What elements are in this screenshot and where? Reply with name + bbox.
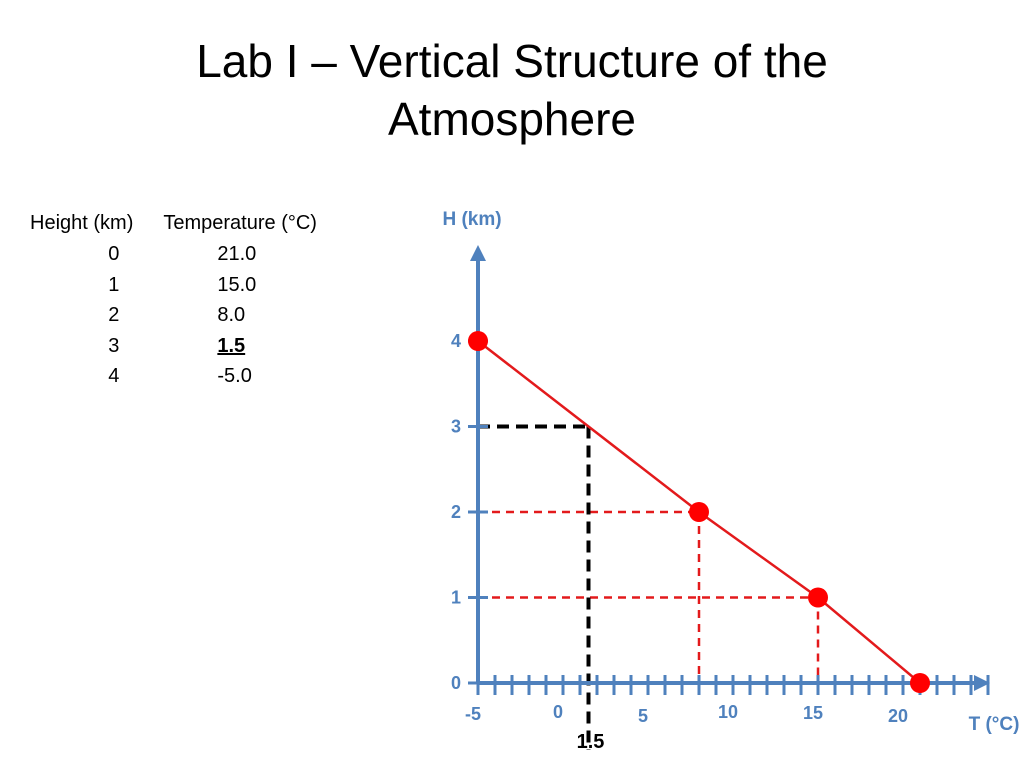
table-cell-temperature: 21.0	[217, 243, 257, 265]
y-tick-label: 3	[451, 417, 461, 437]
y-tick-label: 4	[451, 331, 461, 351]
data-point	[468, 331, 488, 351]
x-tick-label: 20	[888, 706, 908, 726]
data-point	[808, 587, 828, 608]
table-row: 4 -5.0	[30, 361, 317, 392]
annotation-label: 1.5	[577, 731, 605, 753]
table-cell-temperature: -5.0	[217, 365, 252, 387]
table-row: 2 8.0	[30, 300, 317, 331]
table-cell-temperature: 15.0	[217, 273, 257, 296]
y-tick-label: 2	[451, 502, 461, 522]
data-point	[910, 673, 930, 693]
table-cell-height: 1	[108, 273, 120, 296]
slide-title-line-1: Lab I – Vertical Structure of the	[196, 35, 828, 87]
data-point	[689, 502, 709, 522]
x-tick-label: 15	[803, 703, 823, 723]
series-line	[477, 340, 921, 684]
x-axis-title: T (°C)	[969, 714, 1020, 735]
x-tick-label: 10	[718, 702, 738, 722]
table-cell-temperature: 8.0	[217, 304, 246, 326]
y-axis-arrow-icon	[470, 245, 486, 261]
table-row: 3 1.5	[30, 331, 317, 362]
y-tick-label: 0	[451, 673, 461, 693]
y-tick-label: 1	[451, 588, 461, 608]
table-cell-height: 4	[108, 365, 120, 387]
table-header-height: Height (km)	[30, 212, 134, 234]
x-tick-label: 5	[638, 706, 648, 726]
slide-title-line-2: Atmosphere	[387, 93, 636, 145]
table-cell-temperature-highlight: 1.5	[217, 334, 246, 357]
table-cell-height: 3	[108, 334, 120, 357]
x-tick-label: 0	[553, 702, 563, 722]
table-header-temperature: Temperature (°C)	[163, 212, 317, 234]
slide-title: Lab I – Vertical Structure of the Atmosp…	[0, 32, 1024, 148]
table-cell-height: 0	[108, 243, 120, 265]
x-tick-label: -5	[465, 704, 481, 724]
x-axis-arrow-icon	[974, 675, 990, 691]
data-table: Height (km) Temperature (°C) 0 21.0 1 15…	[30, 212, 317, 392]
table-row: 1 15.0	[30, 270, 317, 301]
table-row: 0 21.0	[30, 239, 317, 270]
y-axis-title: H (km)	[442, 209, 501, 230]
table-cell-height: 2	[108, 304, 120, 326]
